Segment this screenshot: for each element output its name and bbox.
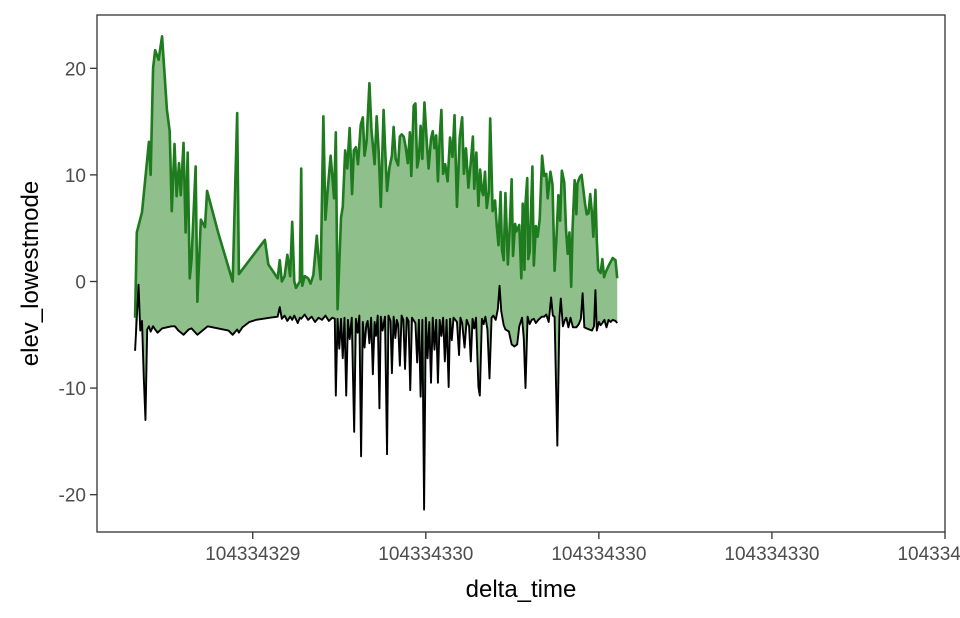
- y-tick-label: 0: [75, 272, 86, 293]
- y-axis-ticks: 20 10 0 -10 -20: [59, 59, 97, 507]
- area-layer: [135, 36, 618, 510]
- x-axis-title: delta_time: [466, 576, 577, 603]
- plot-panel: [96, 14, 946, 533]
- ribbon-area: [135, 36, 618, 510]
- x-axis-ticks: 104334329 104334330 104334330 104334330 1043…: [205, 532, 960, 565]
- x-tick-label: 104334329: [205, 544, 300, 565]
- line-layer: [133, 35, 619, 511]
- x-tick-label: 104334330: [724, 544, 819, 565]
- y-axis-title: elev_lowestmode: [17, 181, 44, 366]
- x-tick-label: 104334330: [378, 544, 473, 565]
- upper-series-line: [133, 35, 619, 318]
- y-tick-label: 20: [65, 59, 86, 80]
- y-tick-label: 10: [65, 166, 86, 187]
- x-tick-label: 104334331: [897, 544, 960, 565]
- lower-series-line: [134, 283, 618, 511]
- y-tick-label: -20: [59, 486, 86, 507]
- x-tick-label: 104334330: [551, 544, 646, 565]
- y-tick-label: -10: [59, 379, 86, 400]
